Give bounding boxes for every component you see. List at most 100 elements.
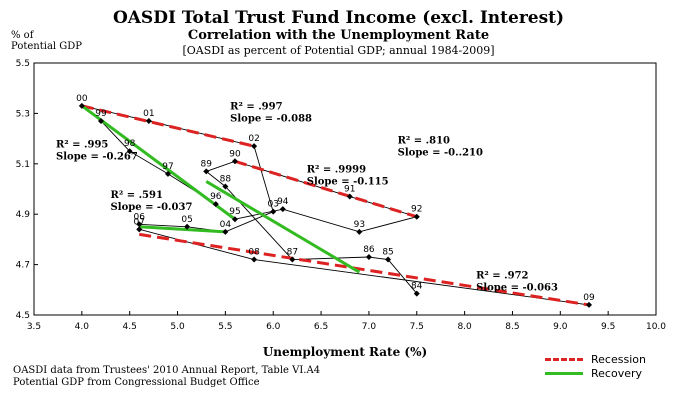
legend-item-recession: Recession (545, 352, 646, 366)
point-label: 07 (134, 217, 145, 227)
point-label: 02 (248, 134, 259, 144)
data-point (251, 143, 258, 150)
data-point (231, 216, 238, 223)
x-axis-label: Unemployment Rate (%) (263, 345, 427, 359)
x-tick-label: 9.5 (601, 322, 615, 332)
x-tick-label: 4.0 (75, 322, 90, 332)
point-label: 85 (382, 248, 393, 258)
data-point (385, 256, 392, 263)
data-point (270, 208, 277, 215)
data-point (203, 168, 210, 175)
data-point (212, 201, 219, 208)
point-label: 01 (143, 109, 154, 119)
legend-label: Recovery (591, 366, 643, 380)
source-note: OASDI data from Trustees' 2010 Annual Re… (13, 365, 320, 389)
x-tick-label: 7.5 (410, 322, 424, 332)
data-point (346, 193, 353, 200)
point-label: 91 (344, 185, 355, 195)
recession-trend-line (81, 104, 255, 148)
y-tick-label: 5.1 (16, 160, 30, 170)
y-tick-label: 4.7 (16, 261, 30, 271)
r-squared-label: R² = .810 (398, 136, 450, 147)
y-tick-label: 4.5 (16, 311, 30, 321)
x-tick-label: 7.0 (362, 322, 377, 332)
recovery-trend-line (139, 225, 226, 234)
legend-swatch-recession (545, 357, 583, 361)
data-point (222, 228, 229, 235)
point-label: 98 (124, 139, 136, 149)
point-label: 87 (287, 248, 298, 258)
r-squared-label: R² = .972 (476, 270, 528, 281)
data-point (356, 228, 363, 235)
data-point (586, 301, 593, 308)
point-label: 95 (229, 207, 240, 217)
data-point (413, 213, 420, 220)
point-label: 05 (181, 215, 192, 225)
legend: Recession Recovery (545, 352, 646, 380)
point-label: 00 (76, 94, 88, 104)
point-label: 04 (220, 220, 232, 230)
point-label: 89 (201, 159, 213, 169)
slope-label: Slope = -0.037 (111, 202, 193, 213)
point-label: 94 (277, 197, 289, 207)
r-squared-label: R² = .591 (111, 190, 163, 201)
point-label: 92 (411, 205, 422, 215)
y-tick-label: 5.5 (16, 59, 30, 69)
chart-title: OASDI Total Trust Fund Income (excl. Int… (112, 8, 565, 28)
x-tick-label: 8.5 (505, 322, 519, 332)
plot-frame (33, 62, 657, 316)
r-squared-label: R² = .9999 (307, 165, 366, 176)
data-point (279, 206, 286, 213)
point-label: 99 (95, 109, 107, 119)
recession-trend-line (234, 159, 418, 219)
data-point (145, 117, 152, 124)
point-label: 90 (229, 149, 241, 159)
data-point (251, 256, 258, 263)
slope-label: Slope = -0.088 (230, 114, 312, 125)
slope-label: Slope = -0.115 (307, 177, 389, 188)
point-label: 97 (162, 162, 173, 172)
data-point (78, 102, 85, 109)
recovery-trend-line (205, 180, 361, 274)
data-point (231, 158, 238, 165)
point-label: 86 (363, 245, 375, 255)
x-tick-label: 6.5 (314, 322, 328, 332)
slope-label: Slope = -0.063 (476, 282, 558, 293)
legend-label: Recession (591, 352, 646, 366)
chart-subtitle: Correlation with the Unemployment Rate (187, 28, 490, 43)
data-point (365, 254, 372, 261)
data-point (413, 290, 420, 297)
legend-swatch-recovery (545, 371, 583, 375)
point-label: 84 (411, 282, 423, 292)
y-axis-label-line: Potential GDP (11, 41, 83, 52)
y-tick-label: 5.3 (16, 109, 30, 119)
x-tick-label: 4.5 (123, 322, 137, 332)
y-tick-label: 4.9 (16, 210, 31, 220)
x-tick-label: 10.0 (646, 322, 666, 332)
recession-trend-line (139, 232, 590, 307)
point-label: 03 (268, 200, 279, 210)
data-point (289, 256, 296, 263)
source-line: OASDI data from Trustees' 2010 Annual Re… (13, 365, 321, 376)
point-label: 96 (210, 192, 222, 202)
x-tick-label: 3.5 (27, 322, 41, 332)
slope-label: Slope = -0.267 (56, 151, 138, 162)
point-label: 09 (583, 293, 595, 303)
x-tick-label: 5.5 (218, 322, 232, 332)
data-point (184, 223, 191, 230)
data-point (136, 226, 143, 233)
data-point (126, 148, 133, 155)
y-axis-label-line: % of (11, 30, 34, 41)
x-tick-label: 5.0 (170, 322, 185, 332)
slope-label: Slope = -0..210 (398, 148, 483, 159)
data-point (136, 221, 143, 228)
source-line: Potential GDP from Congressional Budget … (13, 377, 260, 388)
legend-item-recovery: Recovery (545, 366, 646, 380)
point-label: 08 (248, 248, 260, 258)
data-point (97, 117, 104, 124)
point-label: 06 (134, 212, 146, 222)
point-label: 93 (354, 220, 365, 230)
data-point (164, 170, 171, 177)
recovery-trend-line (80, 104, 236, 221)
